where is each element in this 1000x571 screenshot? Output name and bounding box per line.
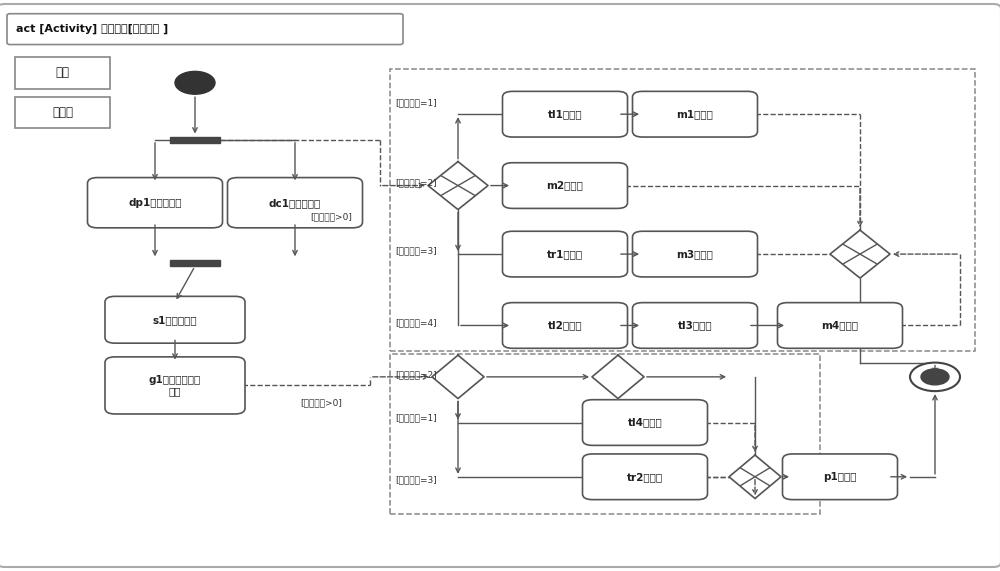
Polygon shape <box>830 230 890 278</box>
FancyBboxPatch shape <box>502 231 628 277</box>
Text: 电能: 电能 <box>56 66 70 79</box>
Circle shape <box>910 363 960 391</box>
FancyBboxPatch shape <box>633 91 758 137</box>
Polygon shape <box>592 355 644 399</box>
FancyBboxPatch shape <box>105 357 245 414</box>
FancyBboxPatch shape <box>782 454 898 500</box>
Text: [墙壁方向=4]: [墙壁方向=4] <box>395 318 437 327</box>
Text: [墙壁方向=2]: [墙壁方向=2] <box>395 178 437 187</box>
Bar <box>15 97 110 128</box>
Text: [墙壁方向=3]: [墙壁方向=3] <box>395 247 437 256</box>
Text: m4：前进: m4：前进 <box>822 320 858 331</box>
FancyBboxPatch shape <box>105 296 245 343</box>
Polygon shape <box>729 455 781 498</box>
Text: dc1：检测颜色: dc1：检测颜色 <box>269 198 321 208</box>
Text: tl1：左转: tl1：左转 <box>548 109 582 119</box>
Bar <box>390 69 975 351</box>
Polygon shape <box>428 162 488 210</box>
Text: [墙壁方向=1]: [墙壁方向=1] <box>395 98 437 107</box>
FancyBboxPatch shape <box>7 14 403 45</box>
Circle shape <box>175 71 215 94</box>
FancyBboxPatch shape <box>88 178 223 228</box>
Text: dp1：检测位置: dp1：检测位置 <box>128 198 182 208</box>
Bar <box>390 354 820 514</box>
Polygon shape <box>432 355 484 399</box>
Text: m3：前进: m3：前进 <box>677 249 713 259</box>
Text: g1：指示下一步
动作: g1：指示下一步 动作 <box>149 375 201 396</box>
FancyBboxPatch shape <box>502 303 628 348</box>
FancyBboxPatch shape <box>502 91 628 137</box>
Text: [鐵罐方向=3]: [鐵罐方向=3] <box>395 475 437 484</box>
Text: m2：前进: m2：前进 <box>547 180 583 191</box>
Text: tl4：左转: tl4：左转 <box>628 417 662 428</box>
FancyBboxPatch shape <box>582 400 708 445</box>
Text: act [Activity] 拾取鐵罐[拾取鐵罐 ]: act [Activity] 拾取鐵罐[拾取鐵罐 ] <box>16 24 168 34</box>
Text: tl2：左转: tl2：左转 <box>548 320 582 331</box>
Text: [鐵罐方向>0]: [鐵罐方向>0] <box>300 398 342 407</box>
Text: [鐵罐方向=1]: [鐵罐方向=1] <box>395 413 437 423</box>
Text: 障碍物: 障碍物 <box>52 106 73 119</box>
Bar <box>170 259 220 266</box>
FancyBboxPatch shape <box>778 303 902 348</box>
FancyBboxPatch shape <box>633 231 758 277</box>
FancyBboxPatch shape <box>582 454 708 500</box>
FancyBboxPatch shape <box>633 303 758 348</box>
Bar <box>15 57 110 89</box>
Text: [鐵罐方向=2]: [鐵罐方向=2] <box>395 371 437 380</box>
Text: tr2：右转: tr2：右转 <box>627 472 663 482</box>
FancyBboxPatch shape <box>0 4 1000 567</box>
FancyBboxPatch shape <box>227 178 362 228</box>
Text: s1：发送数据: s1：发送数据 <box>153 315 197 325</box>
Text: m1：前进: m1：前进 <box>677 109 713 119</box>
FancyBboxPatch shape <box>502 163 628 208</box>
Text: tr1：右转: tr1：右转 <box>547 249 583 259</box>
Bar <box>170 136 220 143</box>
Circle shape <box>921 369 949 385</box>
Text: tl3：左转: tl3：左转 <box>678 320 712 331</box>
Text: [墙壁方向>0]: [墙壁方向>0] <box>310 212 352 222</box>
Text: p1：拾取: p1：拾取 <box>823 472 857 482</box>
